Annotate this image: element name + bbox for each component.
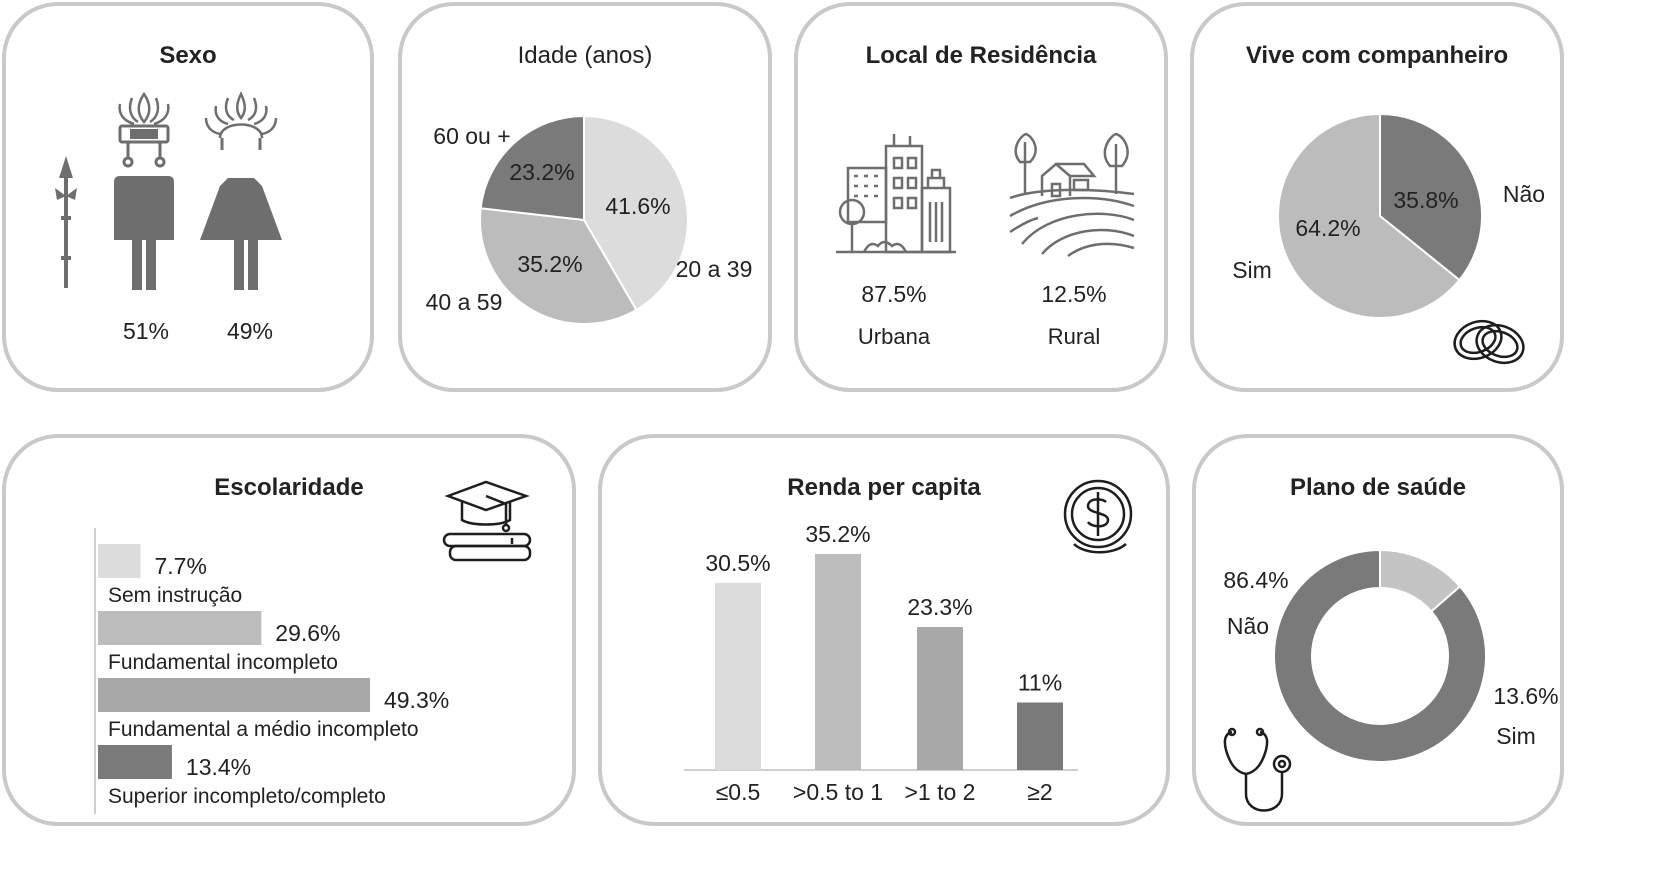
card-title: Sexo bbox=[159, 42, 217, 69]
slice-category-label: Sim bbox=[1496, 723, 1536, 749]
card-title: Plano de saúde bbox=[1289, 474, 1467, 501]
slice-category-label: Não bbox=[1227, 613, 1269, 639]
slice-value-label: 13.6% bbox=[1493, 683, 1558, 709]
stethoscope-icon bbox=[1223, 727, 1292, 812]
slice-category-label: 60 ou + bbox=[433, 123, 510, 149]
pie-slice bbox=[583, 114, 689, 312]
bar bbox=[98, 745, 172, 779]
slice-value-label: 64.2% bbox=[1295, 215, 1360, 241]
bar-value-label: 11% bbox=[1018, 670, 1062, 696]
x-tick-label: ≤0.5 bbox=[716, 779, 761, 805]
slice-category-label: Não bbox=[1503, 181, 1545, 207]
residence-category-label: Urbana bbox=[858, 324, 931, 349]
spear-icon bbox=[55, 156, 77, 288]
bar bbox=[98, 544, 141, 578]
plano-donut-chart: 86.4% Não 13.6% Sim bbox=[1223, 548, 1559, 763]
bar-category-label: Fundamental a médio incompleto bbox=[108, 718, 419, 741]
card-plano: Plano de saúde 86.4% Não 13.6% Sim bbox=[1192, 434, 1564, 826]
slice-value-label: 23.2% bbox=[509, 159, 574, 185]
bar-value-label: 30.5% bbox=[705, 550, 770, 576]
x-tick-label: >1 to 2 bbox=[905, 779, 976, 805]
residence-value-label: 12.5% bbox=[1041, 281, 1106, 307]
indigenous-man-icon bbox=[114, 91, 174, 290]
donut-slice bbox=[1273, 548, 1487, 763]
companheiro-pie-chart: 35.8% Não 64.2% Sim bbox=[1232, 112, 1545, 319]
bar bbox=[917, 627, 963, 770]
residence-value-label: 87.5% bbox=[861, 281, 926, 307]
card-sexo: Sexo bbox=[2, 2, 374, 392]
donut-slice bbox=[1379, 548, 1462, 613]
bar bbox=[715, 582, 761, 770]
pie-slice bbox=[479, 114, 585, 222]
card-title: Local de Residência bbox=[865, 42, 1097, 69]
residence-category-label: Rural bbox=[1048, 324, 1101, 349]
pie-slice bbox=[1379, 112, 1483, 282]
card-idade: Idade (anos) 41.6% 20 a 39 35.2% 40 a 59 23.… bbox=[398, 2, 772, 392]
men-percent: 51% bbox=[122, 318, 170, 344]
bar-value-label: 7.7% bbox=[154, 553, 206, 579]
bar-value-label: 13.4% bbox=[186, 754, 251, 780]
bar bbox=[98, 678, 370, 712]
bar-value-label: 29.6% bbox=[275, 620, 340, 646]
x-tick-label: >0.5 to 1 bbox=[793, 779, 883, 805]
x-tick-label: ≥2 bbox=[1027, 779, 1052, 805]
wedding-rings-icon bbox=[1453, 319, 1525, 365]
slice-value-label: 35.8% bbox=[1393, 187, 1458, 213]
card-title: Vive com companheiro bbox=[1245, 42, 1509, 69]
slice-value-label: 35.2% bbox=[517, 251, 582, 277]
bar-value-label: 35.2% bbox=[805, 521, 870, 547]
bar-value-label: 23.3% bbox=[907, 594, 972, 620]
bar bbox=[1017, 702, 1063, 770]
indigenous-woman-icon bbox=[200, 91, 282, 290]
slice-category-label: 40 a 59 bbox=[426, 289, 503, 315]
dollar-coins-icon bbox=[1063, 479, 1133, 554]
bar-value-label: 49.3% bbox=[384, 687, 449, 713]
pie-slice bbox=[479, 207, 638, 325]
bar bbox=[98, 611, 262, 645]
bar-category-label: Superior incompleto/completo bbox=[108, 785, 386, 808]
residencia-labels: 87.5% Urbana 12.5% Rural bbox=[858, 281, 1107, 349]
card-title: Escolaridade bbox=[214, 474, 364, 501]
card-title: Renda per capita bbox=[787, 474, 981, 501]
bar bbox=[815, 554, 861, 770]
city-buildings-icon bbox=[836, 134, 956, 254]
card-companheiro: Vive com companheiro 35.8% Não 64.2% Sim bbox=[1190, 2, 1564, 392]
slice-category-label: Sim bbox=[1232, 257, 1272, 283]
card-residencia: Local de Residência 87.5% Urbana 12.5% Rura… bbox=[794, 2, 1168, 392]
card-renda: Renda per capita 30.5% ≤0.5 35.2% >0.5 to 1… bbox=[598, 434, 1170, 826]
bar-category-label: Fundamental incompleto bbox=[108, 651, 338, 674]
card-title: Idade (anos) bbox=[517, 42, 653, 69]
idade-pie-chart: 41.6% 20 a 39 35.2% 40 a 59 23.2% 60 ou + bbox=[426, 114, 753, 325]
rural-farm-icon bbox=[1009, 132, 1135, 258]
slice-value-label: 86.4% bbox=[1223, 567, 1288, 593]
graduation-cap-books-icon bbox=[442, 480, 532, 562]
women-percent: 49% bbox=[226, 318, 274, 344]
slice-value-label: 41.6% bbox=[605, 193, 670, 219]
escolaridade-bar-chart: 7.7% Sem instrução 29.6% Fundamental incomp… bbox=[94, 528, 449, 814]
bar-category-label: Sem instrução bbox=[108, 584, 242, 607]
pie-slice bbox=[1277, 112, 1461, 319]
card-escolaridade: Escolaridade 7.7% Sem instrução 29.6% Funda… bbox=[2, 434, 576, 826]
slice-category-label: 20 a 39 bbox=[676, 256, 753, 282]
renda-bar-chart: 30.5% ≤0.5 35.2% >0.5 to 1 23.3% >1 to 2 11% ≥2 bbox=[684, 521, 1078, 805]
